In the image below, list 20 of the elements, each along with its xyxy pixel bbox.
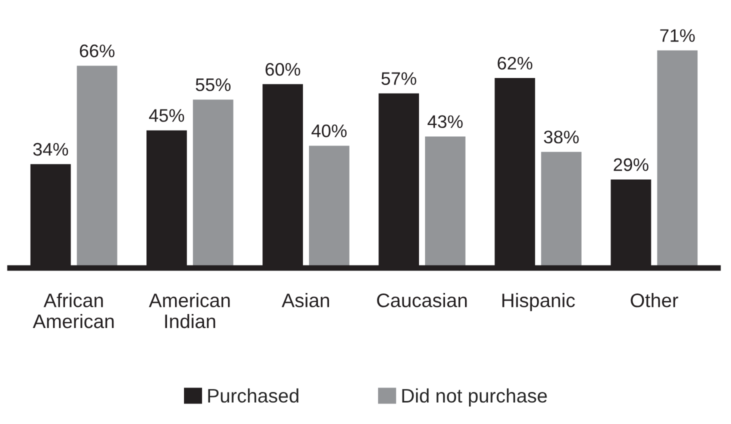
data-label: 57%: [381, 72, 416, 85]
data-label: 29%: [614, 158, 648, 172]
data-label: 38%: [544, 130, 579, 144]
data-label: 60%: [266, 62, 300, 76]
legend-label: Did not purchase: [402, 388, 547, 406]
x-tick-label: Caucasian: [377, 293, 467, 308]
data-label: 34%: [33, 142, 68, 156]
data-label: 71%: [660, 29, 695, 42]
legend-label: Purchased: [208, 388, 298, 403]
x-tick-label: Hispanic: [502, 293, 575, 312]
data-label: 55%: [196, 78, 231, 92]
data-label: 45%: [149, 109, 184, 122]
data-label: 66%: [80, 44, 114, 58]
x-tick-label: American Indian: [148, 293, 230, 328]
x-tick-label: Other: [630, 293, 678, 308]
data-label: 62%: [498, 56, 532, 70]
x-tick-label: African American: [32, 293, 114, 328]
data-label: 43%: [428, 115, 463, 128]
x-tick-label: Asian: [282, 293, 330, 308]
data-label: 40%: [312, 124, 347, 138]
